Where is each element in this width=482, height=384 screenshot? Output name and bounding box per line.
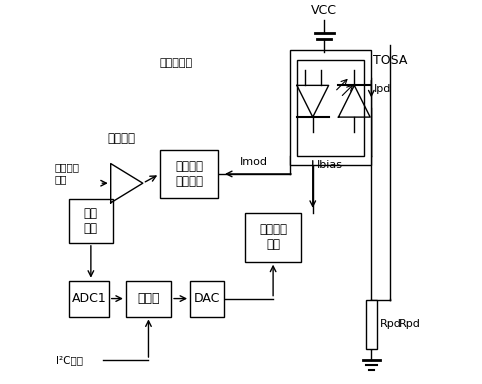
Bar	[245, 213, 301, 262]
Bar	[69, 199, 113, 243]
Text: 偏置电流
控制: 偏置电流 控制	[259, 223, 287, 251]
Bar	[69, 281, 109, 316]
Text: 控制器: 控制器	[137, 292, 160, 305]
Text: Rpd: Rpd	[380, 319, 402, 329]
Text: DAC: DAC	[194, 292, 220, 305]
Text: Rpd: Rpd	[399, 319, 421, 329]
Text: TOSA: TOSA	[373, 54, 408, 67]
Text: 温度
采集: 温度 采集	[84, 207, 98, 235]
Bar	[290, 50, 371, 166]
Bar	[160, 150, 218, 197]
Text: Ibias: Ibias	[317, 160, 343, 170]
Text: Ipd: Ipd	[375, 84, 392, 94]
Text: I²C接口: I²C接口	[56, 355, 83, 365]
Text: 调制电流
温度补偿: 调制电流 温度补偿	[175, 160, 203, 188]
Bar	[126, 281, 171, 316]
Text: 激光二极管: 激光二极管	[160, 58, 193, 68]
Bar	[366, 300, 377, 349]
Text: 发端输入
信号: 发端输入 信号	[54, 162, 79, 184]
Text: Imod: Imod	[240, 157, 268, 167]
Bar	[297, 60, 364, 156]
Text: ADC1: ADC1	[72, 292, 107, 305]
Text: 信号驱动: 信号驱动	[107, 132, 135, 145]
Text: VCC: VCC	[311, 4, 337, 17]
Bar	[190, 281, 224, 316]
